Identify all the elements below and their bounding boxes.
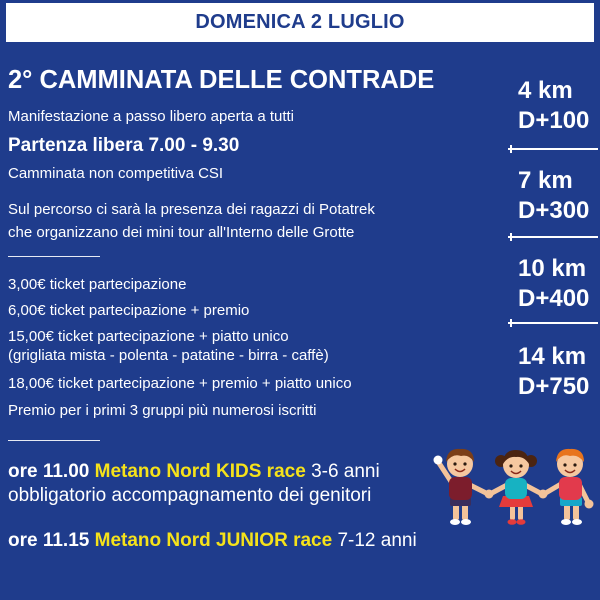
race-name: Metano Nord JUNIOR race xyxy=(94,530,333,551)
kid-middle-hair xyxy=(503,450,529,464)
kid-right-hair xyxy=(556,448,584,462)
event-note: che organizzano dei mini tour all'Intern… xyxy=(8,224,355,241)
kid-middle-shoe xyxy=(507,519,517,525)
ticket-option-detail: (grigliata mista - polenta - patatine - … xyxy=(8,347,329,364)
race-age: 7-12 anni xyxy=(337,530,417,551)
route-separator xyxy=(508,319,598,326)
section-divider xyxy=(8,256,100,257)
ticket-option: 15,00€ ticket partecipazione + piatto un… xyxy=(8,328,289,345)
route-distance: 14 km xyxy=(518,343,587,370)
kid-left-shoe xyxy=(461,519,471,525)
kid-right-shoe xyxy=(572,519,582,525)
route-distance: 10 km xyxy=(518,255,587,282)
date-banner: DOMENICA 2 LUGLIO xyxy=(6,3,594,42)
kid-left-leg xyxy=(453,502,459,520)
kid-left-hair xyxy=(446,448,474,462)
route-distance: 7 km xyxy=(518,167,573,194)
kid-left-eye xyxy=(453,462,457,466)
event-title: 2° CAMMINATA DELLE CONTRADE xyxy=(8,66,435,94)
kid-middle-shirt xyxy=(505,478,527,499)
kid-left-shirt xyxy=(449,477,472,500)
kid-left-smile xyxy=(454,468,466,473)
kid-middle-head xyxy=(503,452,529,478)
kid-left-leg xyxy=(462,502,468,520)
held-hands xyxy=(538,489,548,499)
ticket-option: 18,00€ ticket partecipazione + premio + … xyxy=(8,375,352,392)
kid-middle-skirt xyxy=(499,496,533,507)
event-note: Sul percorso ci sarà la presenza dei rag… xyxy=(8,201,375,218)
kid-right-leg xyxy=(564,502,570,520)
junior-race-line: ore 11.15 Metano Nord JUNIOR race 7-12 a… xyxy=(8,530,417,552)
section-divider xyxy=(8,440,100,441)
event-date: DOMENICA 2 LUGLIO xyxy=(195,11,405,33)
race-age: 3-6 anni xyxy=(311,461,380,482)
kid-middle-eye xyxy=(509,464,513,468)
kid-right-smile xyxy=(564,469,576,474)
kid-middle-leg xyxy=(518,504,523,520)
kid-right-eye xyxy=(573,463,577,467)
route-elevation: D+750 xyxy=(518,373,590,400)
kid-middle xyxy=(484,450,545,525)
kid-left-eye xyxy=(463,462,467,466)
event-description: Manifestazione a passo libero aperta a t… xyxy=(8,108,295,125)
group-prize: Premio per i primi 3 gruppi più numerosi… xyxy=(8,402,317,419)
held-hands xyxy=(484,489,494,499)
kid-right-shirt xyxy=(559,477,582,500)
kid-right-shoe xyxy=(561,519,571,525)
ticket-option: 3,00€ ticket partecipazione xyxy=(8,276,187,293)
kid-right-head xyxy=(557,451,583,477)
kid-left-head xyxy=(447,451,473,477)
race-note: obbligatorio accompagnamento dei genitor… xyxy=(8,485,372,506)
kid-left-raised-hand xyxy=(433,455,443,465)
race-time: ore 11.15 xyxy=(8,530,90,551)
route-separator xyxy=(508,233,598,240)
kid-right-leg xyxy=(573,502,579,520)
kid-middle-eye xyxy=(519,464,523,468)
kid-left-shoe xyxy=(450,519,460,525)
event-category: Camminata non competitiva CSI xyxy=(8,165,224,182)
route-separator xyxy=(508,145,598,152)
route-distance: 4 km xyxy=(518,77,573,104)
kid-right-eye xyxy=(563,463,567,467)
race-time: ore 11.00 xyxy=(8,461,90,482)
kids-holding-hands-icon xyxy=(433,448,594,525)
route-elevation: D+400 xyxy=(518,285,590,312)
kid-middle-shoe xyxy=(516,519,526,525)
route-elevation: D+300 xyxy=(518,197,590,224)
kid-middle-leg xyxy=(510,504,515,520)
start-time: Partenza libera 7.00 - 9.30 xyxy=(8,135,240,156)
kid-middle-smile xyxy=(510,470,522,475)
race-name: Metano Nord KIDS race xyxy=(94,461,306,482)
kid-left-raised-arm xyxy=(436,460,455,486)
kids-race-line: ore 11.00 Metano Nord KIDS race 3-6 anni xyxy=(8,461,380,483)
kid-left xyxy=(433,448,491,525)
ticket-option: 6,00€ ticket partecipazione + premio xyxy=(8,302,250,319)
kid-right-hand xyxy=(584,499,594,509)
kid-right xyxy=(538,448,594,525)
route-elevation: D+100 xyxy=(518,107,590,134)
